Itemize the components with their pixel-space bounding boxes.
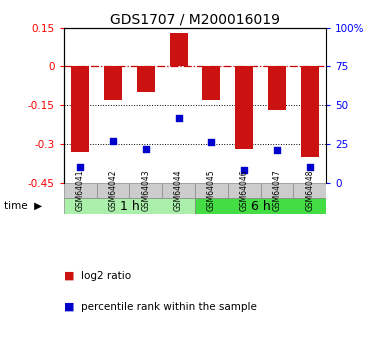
Point <box>241 168 247 173</box>
Bar <box>71 66 89 152</box>
Point <box>110 138 116 144</box>
Text: GSM64043: GSM64043 <box>141 170 150 211</box>
Point <box>307 165 313 170</box>
Text: ■: ■ <box>64 271 74 281</box>
Text: GSM64046: GSM64046 <box>240 170 249 211</box>
Title: GDS1707 / M200016019: GDS1707 / M200016019 <box>110 12 280 27</box>
Text: GSM64044: GSM64044 <box>174 170 183 211</box>
Bar <box>261 183 293 198</box>
Text: time  ▶: time ▶ <box>4 201 42 211</box>
Text: log2 ratio: log2 ratio <box>81 271 131 281</box>
Bar <box>129 183 162 198</box>
Bar <box>162 183 195 198</box>
Text: percentile rank within the sample: percentile rank within the sample <box>81 302 256 312</box>
Bar <box>293 183 326 198</box>
Point <box>77 165 83 170</box>
Text: ■: ■ <box>64 302 74 312</box>
Bar <box>235 66 253 149</box>
Bar <box>170 33 188 66</box>
Bar <box>195 198 326 214</box>
Bar <box>137 66 155 92</box>
Point <box>143 146 149 151</box>
Bar <box>195 183 228 198</box>
Text: 1 h: 1 h <box>120 200 139 213</box>
Text: GSM64041: GSM64041 <box>76 170 85 211</box>
Bar <box>97 183 129 198</box>
Text: GSM64048: GSM64048 <box>305 170 314 211</box>
Bar <box>268 66 286 110</box>
Bar <box>301 66 319 157</box>
Text: GSM64045: GSM64045 <box>207 170 216 211</box>
Point <box>176 115 181 120</box>
Bar <box>64 198 195 214</box>
Bar <box>202 66 220 100</box>
Bar <box>104 66 122 100</box>
Bar <box>228 183 261 198</box>
Point <box>209 140 214 145</box>
Bar <box>64 183 97 198</box>
Point <box>274 148 280 153</box>
Text: GSM64047: GSM64047 <box>273 170 282 211</box>
Text: 6 h: 6 h <box>251 200 270 213</box>
Text: GSM64042: GSM64042 <box>108 170 117 211</box>
